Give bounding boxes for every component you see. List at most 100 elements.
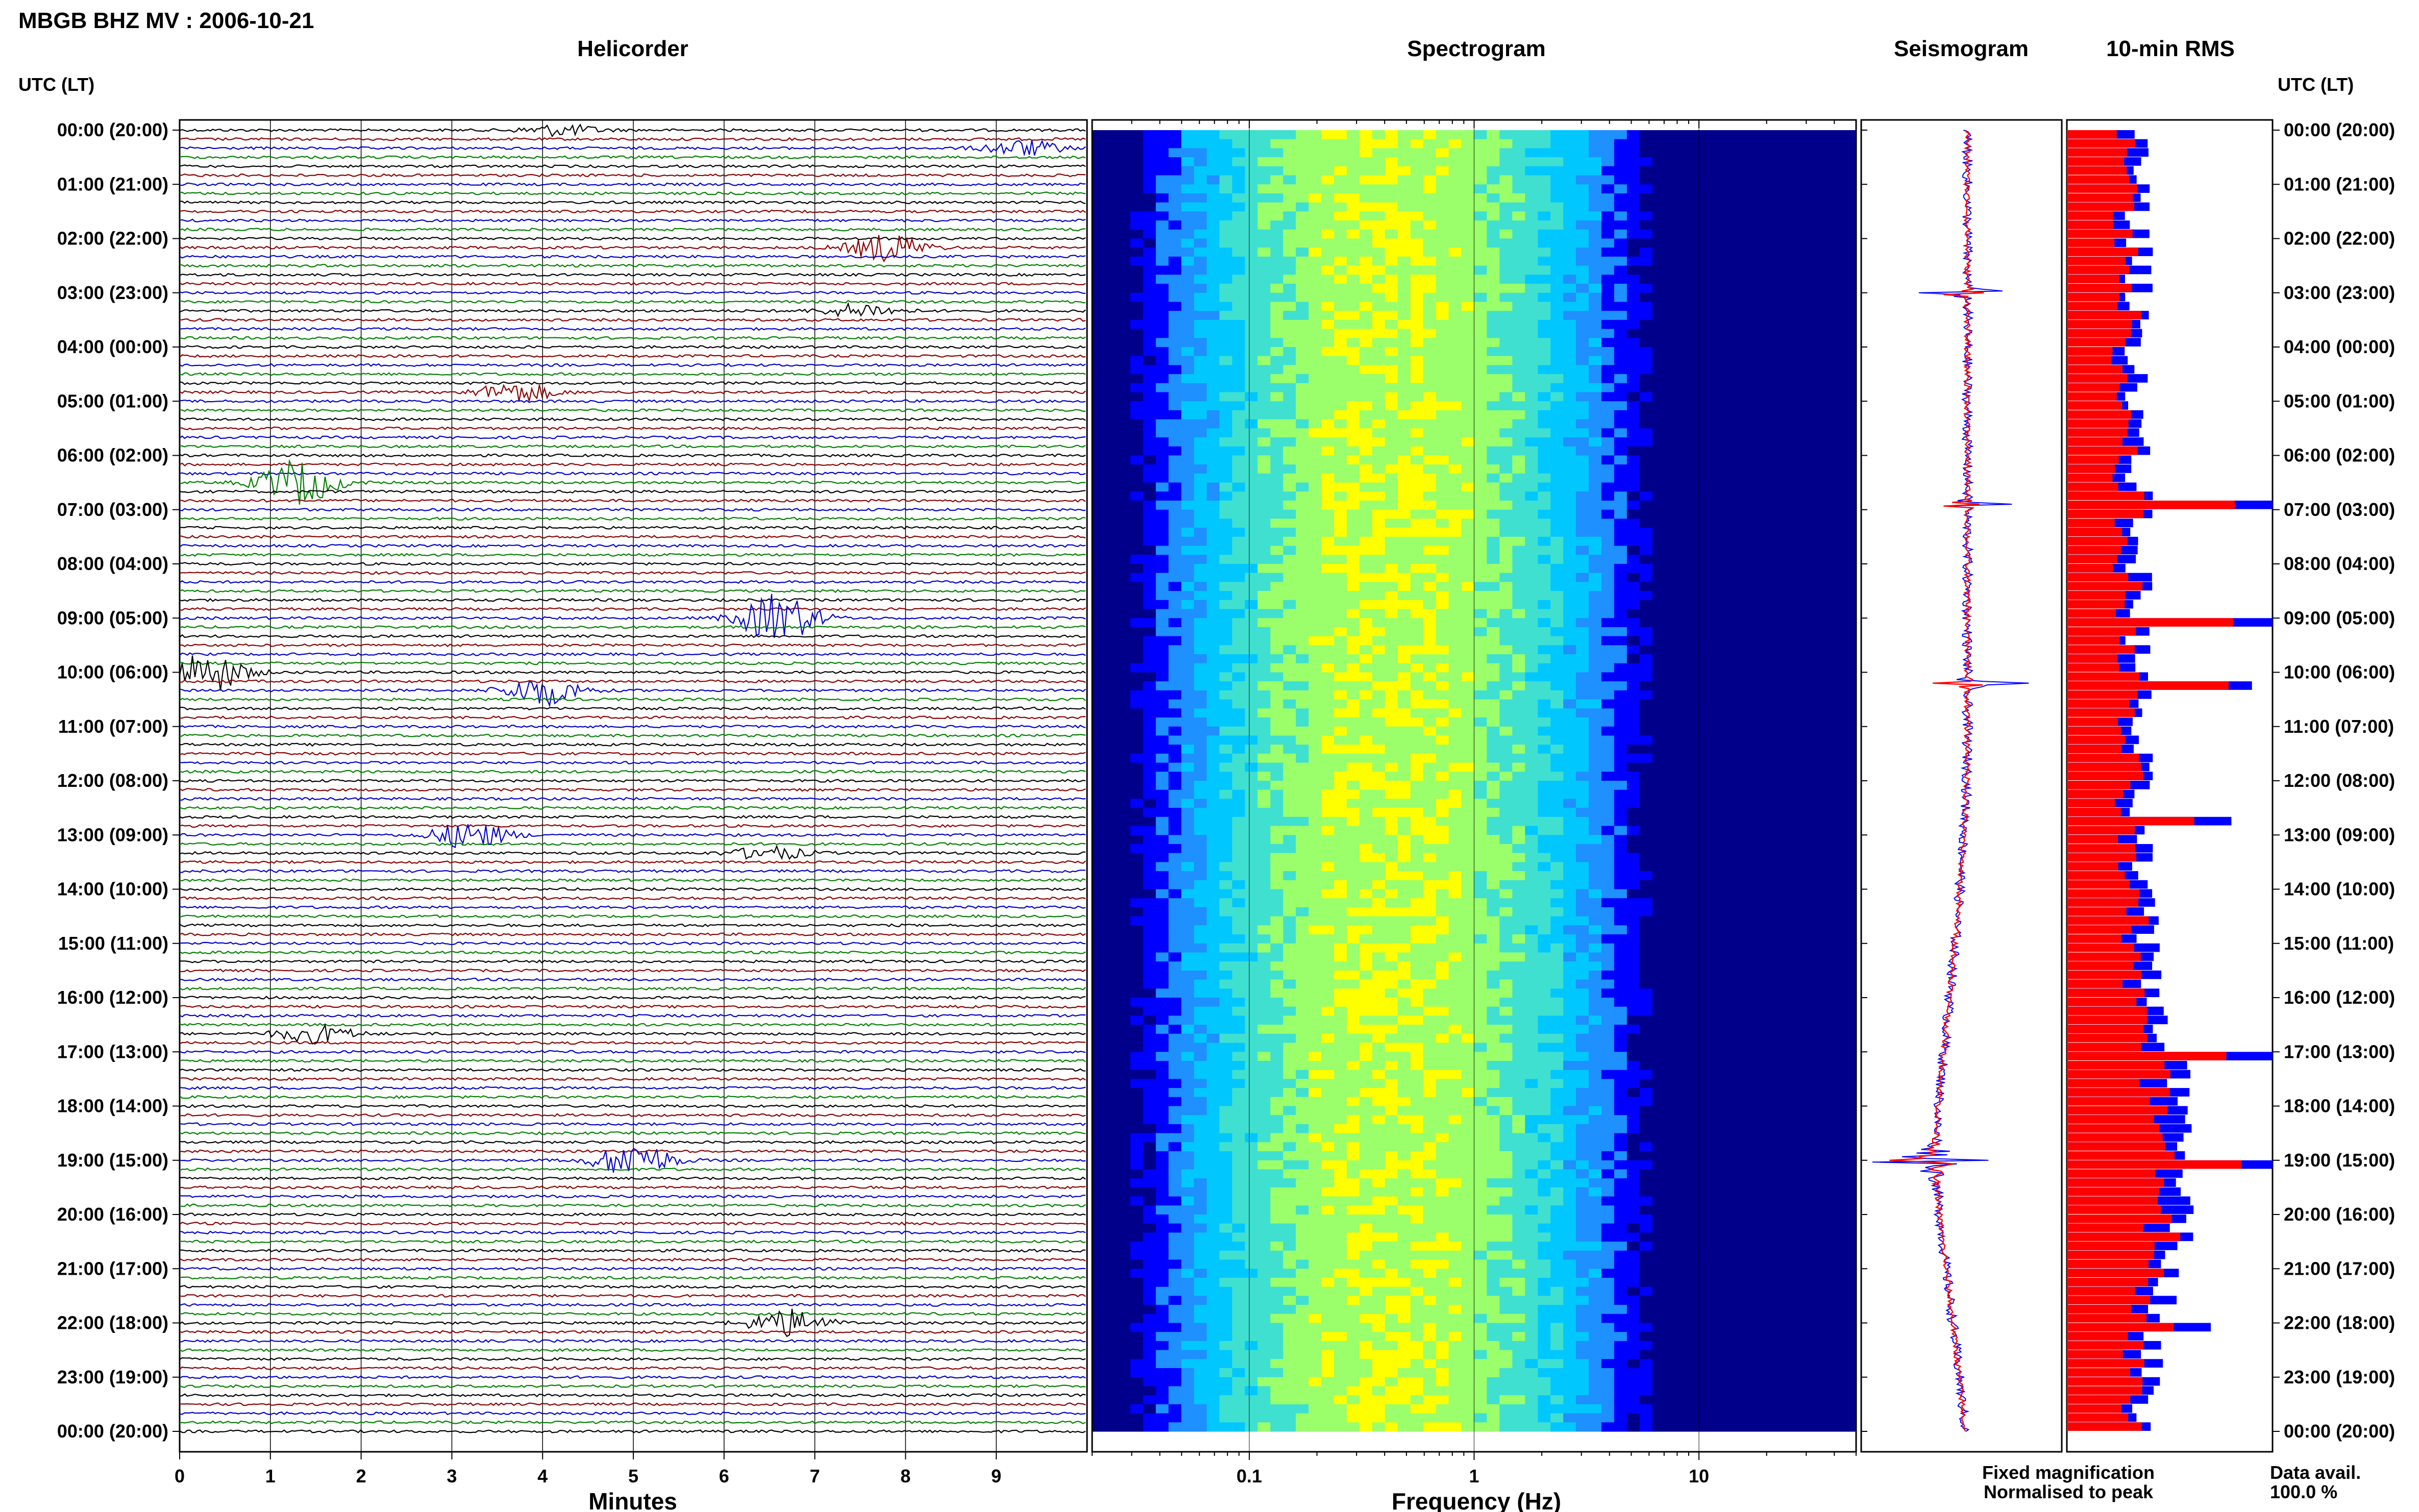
spectrogram-cell: [1372, 609, 1386, 618]
spectrogram-cell: [1614, 319, 1627, 330]
spectrogram-cell: [1614, 491, 1627, 501]
spectrogram-cell: [1296, 745, 1309, 754]
spectrogram-cell: [1805, 654, 1818, 664]
spectrogram-cell: [1563, 319, 1576, 330]
spectrogram-cell: [1372, 672, 1386, 682]
spectrogram-cell: [1232, 329, 1246, 338]
spectrogram-cell: [1423, 356, 1437, 365]
spectrogram-cell: [1474, 184, 1488, 194]
spectrogram-cell: [1639, 518, 1653, 528]
spectrogram-cell: [1181, 256, 1195, 266]
spectrogram-cell: [1754, 166, 1768, 176]
spectrogram-cell: [1818, 816, 1831, 827]
spectrogram-cell: [1423, 338, 1437, 348]
spectrogram-cell: [1716, 681, 1730, 691]
spectrogram-cell: [1512, 816, 1526, 827]
spectrogram-cell: [1092, 518, 1105, 528]
spectrogram-cell: [1805, 536, 1818, 547]
spectrogram-cell: [1155, 247, 1169, 257]
spectrogram-cell: [1168, 329, 1182, 338]
spectrogram-cell: [1092, 826, 1105, 835]
spectrogram-cell: [1818, 184, 1831, 194]
spectrogram-cell: [1589, 275, 1602, 284]
spectrogram-cell: [1117, 844, 1131, 854]
spectrogram-cell: [1690, 501, 1704, 510]
spectrogram-cell: [1143, 816, 1156, 827]
spectrogram-cell: [1448, 482, 1462, 492]
spectrogram-cell: [1104, 338, 1118, 348]
spectrogram-cell: [1499, 681, 1513, 691]
spectrogram-cell: [1423, 419, 1437, 429]
spectrogram-cell: [1117, 491, 1131, 501]
spectrogram-cell: [1805, 157, 1818, 167]
spectrogram-cell: [1665, 600, 1679, 610]
spectrogram-cell: [1092, 573, 1105, 582]
spectrogram-cell: [1359, 745, 1373, 754]
spectrogram-cell: [1168, 789, 1182, 799]
spectrogram-cell: [1703, 184, 1717, 194]
spectrogram-cell: [1104, 437, 1118, 447]
spectrogram-cell: [1792, 292, 1806, 303]
spectrogram-cell: [1729, 311, 1742, 320]
spectrogram-cell: [1194, 808, 1207, 817]
spectrogram-cell: [1309, 835, 1322, 845]
spectrogram-cell: [1499, 645, 1513, 655]
spectrogram-cell: [1321, 609, 1335, 618]
spectrogram-cell: [1130, 139, 1144, 148]
spectrogram-cell: [1245, 663, 1258, 673]
spectrogram-cell: [1550, 428, 1564, 438]
spectrogram-cell: [1334, 302, 1347, 311]
spectrogram-cell: [1499, 473, 1513, 483]
spectrogram-cell: [1690, 528, 1704, 537]
spectrogram-cell: [1309, 564, 1322, 574]
spectrogram-cell: [1652, 374, 1666, 384]
spectrogram-cell: [1181, 356, 1195, 365]
spectrogram-cell: [1130, 772, 1144, 781]
spectrogram-cell: [1576, 772, 1589, 781]
spectrogram-cell: [1372, 184, 1386, 194]
spectrogram-cell: [1436, 193, 1449, 203]
spectrogram-cell: [1538, 455, 1551, 465]
spectrogram-cell: [1359, 564, 1373, 574]
spectrogram-cell: [1143, 663, 1156, 673]
spectrogram-cell: [1410, 428, 1424, 438]
spectrogram-cell: [1410, 175, 1424, 185]
spectrogram-cell: [1423, 636, 1437, 646]
spectrogram-cell: [1690, 184, 1704, 194]
spectrogram-cell: [1474, 292, 1488, 303]
spectrogram-cell: [1499, 319, 1513, 330]
spectrogram-cell: [1117, 609, 1131, 618]
spectrogram-cell: [1155, 275, 1169, 284]
spectrogram-cell: [1474, 202, 1488, 212]
spectrogram-cell: [1550, 835, 1564, 845]
spectrogram-cell: [1347, 247, 1360, 257]
spectrogram-cell: [1499, 555, 1513, 564]
spectrogram-cell: [1206, 383, 1220, 393]
spectrogram-cell: [1219, 319, 1233, 330]
spectrogram-cell: [1690, 383, 1704, 393]
spectrogram-cell: [1347, 473, 1360, 483]
spectrogram-cell: [1270, 184, 1284, 194]
spectrogram-cell: [1104, 826, 1118, 835]
spectrogram-cell: [1792, 609, 1806, 618]
spectrogram-cell: [1309, 329, 1322, 338]
spectrogram-cell: [1831, 501, 1844, 510]
spectrogram-cell: [1309, 148, 1322, 158]
spectrogram-cell: [1423, 609, 1437, 618]
spectrogram-cell: [1525, 799, 1539, 808]
spectrogram-cell: [1117, 582, 1131, 591]
spectrogram-cell: [1487, 772, 1500, 781]
spectrogram-cell: [1652, 347, 1666, 357]
spectrogram-cell: [1423, 166, 1437, 176]
spectrogram-cell: [1194, 446, 1207, 456]
spectrogram-cell: [1499, 799, 1513, 808]
spectrogram-cell: [1270, 193, 1284, 203]
spectrogram-cell: [1831, 356, 1844, 365]
spectrogram-cell: [1780, 573, 1793, 582]
spectrogram-cell: [1576, 708, 1589, 718]
spectrogram-cell: [1499, 699, 1513, 709]
spectrogram-cell: [1296, 319, 1309, 330]
spectrogram-cell: [1436, 564, 1449, 574]
spectrogram-cell: [1805, 383, 1818, 393]
spectrogram-cell: [1843, 401, 1857, 411]
